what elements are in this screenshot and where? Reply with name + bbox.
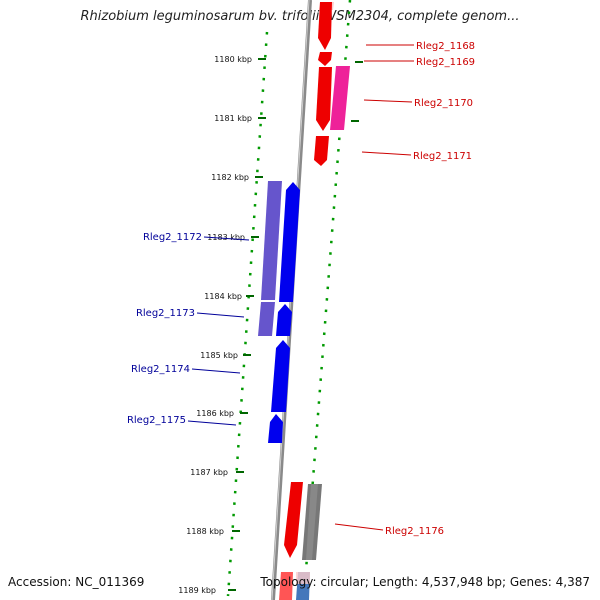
- accession-label: Accession: NC_011369: [8, 575, 145, 589]
- gene-arrow[interactable]: [302, 484, 322, 560]
- gene-arrow[interactable]: [296, 572, 310, 600]
- tick-label: 1189 kbp: [178, 586, 216, 595]
- gene-label[interactable]: Rleg2_1171: [413, 151, 472, 162]
- gene-label[interactable]: Rleg2_1169: [416, 57, 475, 68]
- tick-label: 1180 kbp: [214, 55, 252, 64]
- gene-label[interactable]: Rleg2_1175: [127, 415, 186, 426]
- tick-label: 1185 kbp: [200, 351, 238, 360]
- gene-arrow[interactable]: [276, 304, 292, 336]
- gene-label[interactable]: Rleg2_1176: [385, 526, 444, 537]
- leader-lines: [187, 44, 414, 531]
- gene-label[interactable]: Rleg2_1170: [414, 98, 473, 109]
- leader-line: [363, 99, 413, 103]
- gene-arrow[interactable]: [314, 136, 329, 166]
- gene-arrow[interactable]: [330, 66, 350, 130]
- gene-label[interactable]: Rleg2_1173: [136, 308, 195, 319]
- leader-line: [196, 312, 245, 318]
- tick-label: 1182 kbp: [211, 173, 249, 182]
- gene-arrow[interactable]: [316, 67, 332, 131]
- leader-line: [191, 368, 241, 374]
- leader-line: [187, 420, 237, 426]
- leader-line: [361, 151, 412, 156]
- gene-label[interactable]: Rleg2_1172: [143, 232, 202, 243]
- gene-arrow[interactable]: [258, 181, 282, 336]
- tick-label: 1184 kbp: [204, 292, 242, 301]
- left-dotted-guide: [226, 31, 269, 597]
- tick-label: 1186 kbp: [196, 409, 234, 418]
- genome-title: Rhizobium leguminosarum bv. trifolii WSM…: [80, 9, 520, 24]
- ruler-ticks: [228, 58, 363, 591]
- gene-arrow[interactable]: [268, 414, 283, 443]
- tick-label: 1183 kbp: [207, 233, 245, 242]
- gene-label[interactable]: Rleg2_1174: [131, 364, 190, 375]
- gene-arrow[interactable]: [271, 340, 290, 412]
- ruler-labels: 1180 kbp 1181 kbp 1182 kbp 1183 kbp 1184…: [178, 55, 252, 595]
- gene-arrow[interactable]: [284, 482, 303, 558]
- tick-label: 1188 kbp: [186, 527, 224, 536]
- gene-label[interactable]: Rleg2_1168: [416, 41, 475, 52]
- tick-label: 1181 kbp: [214, 114, 252, 123]
- gene-arrow[interactable]: [318, 52, 332, 66]
- gene-arrow[interactable]: [279, 572, 293, 600]
- gene-arrow[interactable]: [279, 182, 300, 302]
- topology-label: Topology: circular; Length: 4,537,948 bp…: [260, 575, 590, 589]
- gene-arrow[interactable]: [318, 2, 334, 50]
- leader-line: [203, 236, 250, 241]
- tick-label: 1187 kbp: [190, 468, 228, 477]
- leader-line: [334, 523, 384, 531]
